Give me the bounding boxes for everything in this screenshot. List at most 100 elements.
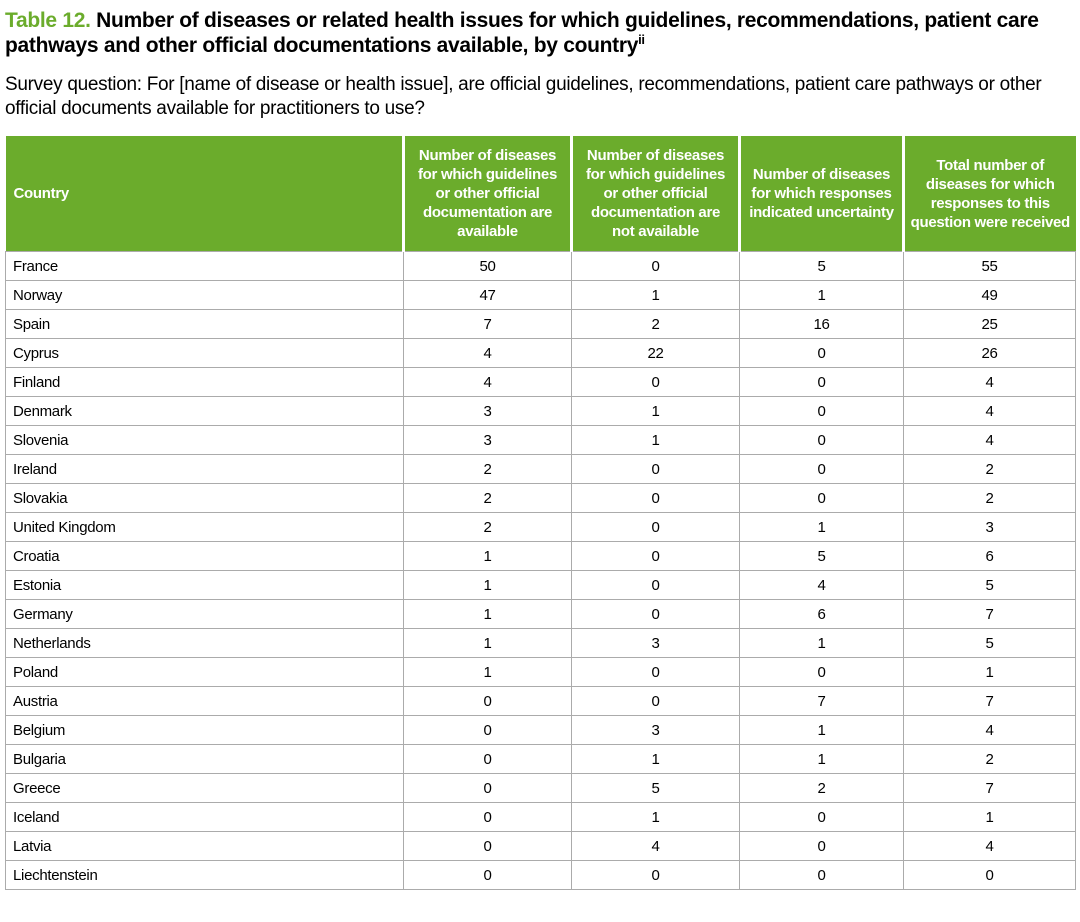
table-row: Norway 47 1 1 49 (5, 280, 1076, 310)
value-cell: 2 (571, 309, 740, 339)
diseases-guidelines-table: Country Number of diseases for which gui… (5, 136, 1076, 890)
value-cell: 4 (903, 715, 1076, 745)
value-cell: 4 (903, 425, 1076, 455)
table-row: United Kingdom 2 0 1 3 (5, 512, 1076, 542)
value-cell: 0 (403, 715, 572, 745)
value-cell: 47 (403, 280, 572, 310)
value-cell: 1 (903, 657, 1076, 687)
value-cell: 3 (571, 628, 740, 658)
column-header-total-responses: Total number of diseases for which respo… (903, 136, 1076, 252)
value-cell: 4 (403, 367, 572, 397)
country-cell: Greece (5, 773, 404, 803)
value-cell: 2 (403, 454, 572, 484)
value-cell: 7 (403, 309, 572, 339)
value-cell: 1 (739, 512, 904, 542)
value-cell: 16 (739, 309, 904, 339)
country-cell: Ireland (5, 454, 404, 484)
table-row: Germany 1 0 6 7 (5, 599, 1076, 629)
table-row: Denmark 3 1 0 4 (5, 396, 1076, 426)
document-page: Table 12. Number of diseases or related … (5, 9, 1076, 890)
table-row: Iceland 0 1 0 1 (5, 802, 1076, 832)
value-cell: 1 (571, 744, 740, 774)
value-cell: 2 (403, 512, 572, 542)
country-cell: United Kingdom (5, 512, 404, 542)
column-header-guidelines-not-available: Number of diseases for which guidelines … (571, 136, 741, 252)
value-cell: 1 (571, 396, 740, 426)
value-cell: 0 (739, 860, 904, 890)
value-cell: 1 (403, 570, 572, 600)
value-cell: 0 (739, 425, 904, 455)
value-cell: 5 (739, 251, 904, 281)
value-cell: 0 (571, 657, 740, 687)
country-cell: Cyprus (5, 338, 404, 368)
value-cell: 1 (403, 628, 572, 658)
value-cell: 7 (903, 599, 1076, 629)
value-cell: 1 (571, 280, 740, 310)
value-cell: 0 (571, 541, 740, 571)
country-cell: Latvia (5, 831, 404, 861)
value-cell: 1 (739, 715, 904, 745)
table-row: Netherlands 1 3 1 5 (5, 628, 1076, 658)
value-cell: 0 (571, 860, 740, 890)
value-cell: 0 (739, 657, 904, 687)
country-cell: Croatia (5, 541, 404, 571)
value-cell: 0 (739, 367, 904, 397)
value-cell: 0 (403, 773, 572, 803)
table-row: Cyprus 4 22 0 26 (5, 338, 1076, 368)
value-cell: 1 (403, 599, 572, 629)
header-row: Country Number of diseases for which gui… (5, 136, 1076, 252)
table-title-text: Number of diseases or related health iss… (5, 9, 1039, 57)
country-cell: Iceland (5, 802, 404, 832)
table-row: Belgium 0 3 1 4 (5, 715, 1076, 745)
value-cell: 22 (571, 338, 740, 368)
table-number-label: Table 12. (5, 9, 91, 32)
country-cell: Slovakia (5, 483, 404, 513)
value-cell: 4 (903, 396, 1076, 426)
value-cell: 0 (571, 454, 740, 484)
country-cell: Belgium (5, 715, 404, 745)
value-cell: 0 (903, 860, 1076, 890)
value-cell: 4 (903, 831, 1076, 861)
value-cell: 0 (571, 570, 740, 600)
value-cell: 25 (903, 309, 1076, 339)
value-cell: 0 (571, 251, 740, 281)
value-cell: 3 (403, 425, 572, 455)
value-cell: 1 (403, 541, 572, 571)
table-row: Poland 1 0 0 1 (5, 657, 1076, 687)
country-cell: Poland (5, 657, 404, 687)
survey-question: Survey question: For [name of disease or… (5, 74, 1042, 119)
value-cell: 4 (903, 367, 1076, 397)
value-cell: 0 (739, 454, 904, 484)
value-cell: 0 (739, 831, 904, 861)
value-cell: 5 (903, 628, 1076, 658)
value-cell: 0 (739, 338, 904, 368)
table-row: Ireland 2 0 0 2 (5, 454, 1076, 484)
country-cell: Denmark (5, 396, 404, 426)
value-cell: 0 (739, 483, 904, 513)
country-cell: Liechtenstein (5, 860, 404, 890)
table-body: France 50 0 5 55 Norway 47 1 1 49 Spain 7 2 16 25 Cypru… (5, 251, 1076, 890)
table-row: France 50 0 5 55 (5, 251, 1076, 281)
value-cell: 0 (571, 483, 740, 513)
value-cell: 0 (739, 396, 904, 426)
country-cell: Estonia (5, 570, 404, 600)
value-cell: 4 (739, 570, 904, 600)
value-cell: 0 (403, 802, 572, 832)
value-cell: 49 (903, 280, 1076, 310)
value-cell: 5 (903, 570, 1076, 600)
value-cell: 2 (903, 744, 1076, 774)
value-cell: 7 (903, 686, 1076, 716)
value-cell: 0 (571, 599, 740, 629)
value-cell: 0 (403, 686, 572, 716)
value-cell: 0 (403, 860, 572, 890)
value-cell: 2 (739, 773, 904, 803)
value-cell: 6 (903, 541, 1076, 571)
value-cell: 0 (571, 512, 740, 542)
country-cell: Austria (5, 686, 404, 716)
country-cell: Slovenia (5, 425, 404, 455)
value-cell: 7 (739, 686, 904, 716)
value-cell: 1 (739, 628, 904, 658)
value-cell: 55 (903, 251, 1076, 281)
value-cell: 6 (739, 599, 904, 629)
table-row: Liechtenstein 0 0 0 0 (5, 860, 1076, 890)
